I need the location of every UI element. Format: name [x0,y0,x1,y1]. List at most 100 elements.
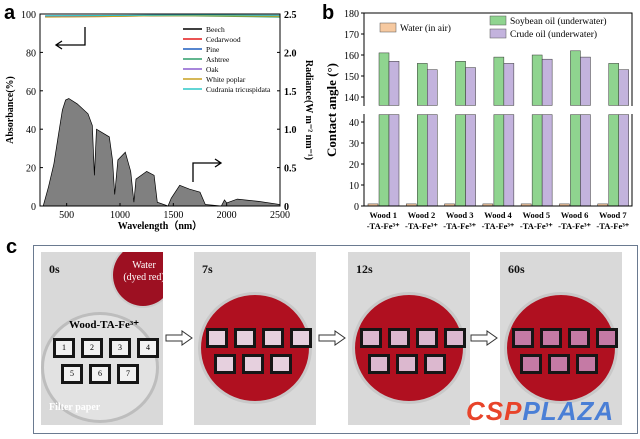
y2-tick-label: 1.0 [284,125,297,136]
x-tick-sublabel: -TA-Fe³⁺ [482,221,515,231]
filter-paper [571,331,587,345]
absorbance-line-6 [45,14,281,17]
y-tick-label: 160 [344,51,359,62]
bar-2 [388,114,400,207]
sample-label: Wood-TA-Fe³⁺ [69,319,140,331]
arrow-left-icon [54,27,86,50]
x-axis-label: Wavelength（nm） [118,219,202,232]
bar-2 [618,114,629,207]
y-tick-label: 40 [26,125,36,136]
absorbance-line-5 [45,15,281,18]
water-label: Water (dyed red) [123,260,163,283]
legend-label: Beech [206,25,225,34]
contact-angle-chart: Wood 1-TA-Fe³⁺Wood 2-TA-Fe³⁺Wood 3-TA-Fe… [324,9,636,231]
wood-sample [416,328,438,348]
x-tick-label: 1000 [110,210,130,221]
filter-paper [363,331,379,345]
wood-sample: 6 [89,364,111,384]
wood-sample [568,328,590,348]
y-tick-label: 0 [354,202,359,213]
bar-2 [580,56,591,106]
wood-sample [270,354,292,374]
x-tick-label: 2000 [217,210,237,221]
bar-1 [608,114,619,207]
bar-2 [541,58,553,106]
y-tick-label: 140 [344,93,359,104]
x-tick-sublabel: -TA-Fe³⁺ [520,221,553,231]
legend-swatch [379,22,397,33]
bar-1 [531,54,543,106]
filter-paper [391,331,407,345]
bar-1 [417,114,428,207]
bar-1 [455,114,466,207]
y-tick-label: 40 [349,118,359,129]
photo-12s: 12s [348,252,470,425]
bar-2 [427,114,438,207]
bar-1 [493,114,505,207]
bar-1 [493,56,505,106]
y-tick-label: 30 [349,139,359,150]
arrow-right-icon [165,330,193,346]
photo-panel [33,245,638,434]
y-axis-label: Contact angle (°) [324,63,339,157]
x-tick-sublabel: -TA-Fe³⁺ [443,221,476,231]
y2-tick-label: 2.5 [284,10,297,21]
wood-sample [512,328,534,348]
filter-paper [371,357,387,371]
watermark-plaza: PLAZA [522,396,615,426]
axis-break [360,107,636,113]
y2-tick-label: 2.0 [284,48,297,59]
bar-1 [570,50,581,106]
x-tick-label: Wood 1 [369,210,397,220]
time-label: 12s [356,262,373,276]
filter-paper: 1 [56,341,72,355]
legend-label: Pine [206,45,220,54]
wood-sample [242,354,264,374]
arrow-right-icon [192,158,223,182]
legend-swatch [489,15,507,26]
legend-label: Soybean oil (underwater) [510,16,607,27]
y-tick-label: 80 [26,48,36,59]
bar-2 [541,114,553,207]
arrow-right-icon [470,330,498,346]
wood-sample: 7 [117,364,139,384]
bar-1 [378,114,390,207]
filter-paper [419,331,435,345]
legend-label: Crude oil (underwater) [510,29,597,40]
x-tick-label: Wood 7 [599,210,627,220]
legend-label: Cedarwood [206,35,241,44]
time-label: 60s [508,262,525,276]
bar-1 [608,63,619,106]
filter-paper [399,357,415,371]
filter-paper [543,331,559,345]
y-tick-label: 10 [349,181,359,192]
bar-1 [417,63,428,106]
legend-label: Ashtree [206,55,230,64]
wood-sample [596,328,618,348]
wood-sample [576,354,598,374]
wood-sample [368,354,390,374]
panel-label-b: b [322,2,335,24]
filter-paper [245,357,261,371]
filter-paper: 4 [140,341,156,355]
x-tick-label: Wood 4 [484,210,512,220]
y-tick-label: 180 [344,9,359,20]
x-tick-label: 1500 [163,210,183,221]
wood-sample [424,354,446,374]
x-tick-label: 500 [59,210,74,221]
wood-sample [234,328,256,348]
bar-2 [427,69,438,106]
bar-2 [618,69,629,106]
filter-paper: 6 [92,367,108,381]
x-tick-label: 2500 [270,210,290,221]
filter-paper [293,331,309,345]
filter-paper [217,357,233,371]
legend-label: Oak [206,65,219,74]
photo-60s: 60s [500,252,622,425]
x-tick-label: Wood 5 [522,210,550,220]
time-label: 7s [202,262,213,276]
x-tick-label: Wood 3 [446,210,474,220]
solar-spectrum-area [42,98,281,207]
bar-2 [465,67,476,106]
